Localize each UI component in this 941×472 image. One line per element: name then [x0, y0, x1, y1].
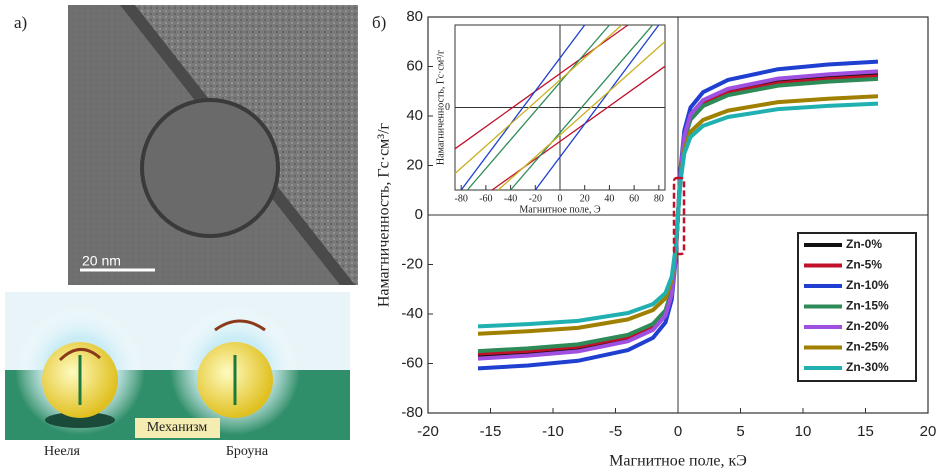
x-tick-label: -20 [417, 423, 439, 440]
legend-label: Zn-10% [846, 278, 889, 292]
x-tick-label: -15 [480, 423, 502, 440]
x-tick-label: 40 [604, 193, 614, 204]
y-tick-label: 0 [415, 206, 423, 223]
x-tick-label: 20 [920, 423, 937, 440]
x-tick-label: 80 [654, 193, 664, 204]
y-tick-label: -60 [401, 354, 423, 371]
mechanism-illustration [5, 292, 350, 440]
legend-label: Zn-30% [846, 360, 889, 374]
x-tick-label: -10 [542, 423, 564, 440]
x-tick-label: -5 [609, 423, 622, 440]
y-tick-label: 0 [445, 102, 450, 113]
x-tick-label: 15 [857, 423, 874, 440]
x-tick-label: -40 [504, 193, 517, 204]
data-line [460, 24, 586, 191]
y-tick-label: 80 [406, 8, 423, 25]
x-tick-label: 20 [580, 193, 590, 204]
inset-x-label: Магнитное поле, Э [519, 204, 601, 215]
mechanism-label: Механизм [147, 420, 208, 435]
x-tick-label: 5 [736, 423, 744, 440]
neel-label: Нееля [44, 444, 81, 459]
x-tick-label: -20 [529, 193, 542, 204]
data-line [454, 24, 623, 174]
scale-bar-label: 20 nm [82, 253, 121, 269]
legend-label: Zn-5% [846, 258, 882, 272]
data-line [477, 101, 879, 329]
data-line [534, 24, 660, 191]
legend-label: Zn-0% [846, 237, 882, 251]
y-tick-label: -80 [401, 404, 423, 421]
x-axis-label: Магнитное поле, кЭ [609, 453, 747, 470]
panel-label: б) [372, 13, 386, 32]
legend-label: Zn-20% [846, 319, 889, 333]
y-tick-label: 20 [406, 156, 423, 173]
tem-image [68, 5, 358, 285]
x-tick-label: 0 [674, 423, 682, 440]
data-line [497, 41, 666, 191]
y-tick-label: 40 [406, 107, 423, 124]
x-tick-label: -60 [479, 193, 492, 204]
legend-label: Zn-15% [846, 299, 889, 313]
data-line [466, 24, 610, 191]
inset-y-label: Намагниченность, Гс·см³/г [435, 50, 446, 165]
y-tick-label: -20 [401, 255, 423, 272]
x-tick-label: 0 [558, 193, 563, 204]
legend-label: Zn-25% [846, 340, 889, 354]
x-tick-label: 10 [795, 423, 812, 440]
data-line [510, 24, 654, 191]
y-tick-label: -40 [401, 305, 423, 322]
zoom-marker [672, 176, 686, 256]
x-tick-label: -80 [455, 193, 468, 204]
panel-label: а) [14, 13, 27, 32]
y-tick-label: 60 [406, 57, 423, 74]
x-tick-label: 60 [629, 193, 639, 204]
y-axis-label: Намагниченность, Гс·см³/г [376, 122, 393, 307]
brown-label: Броуна [226, 444, 269, 459]
